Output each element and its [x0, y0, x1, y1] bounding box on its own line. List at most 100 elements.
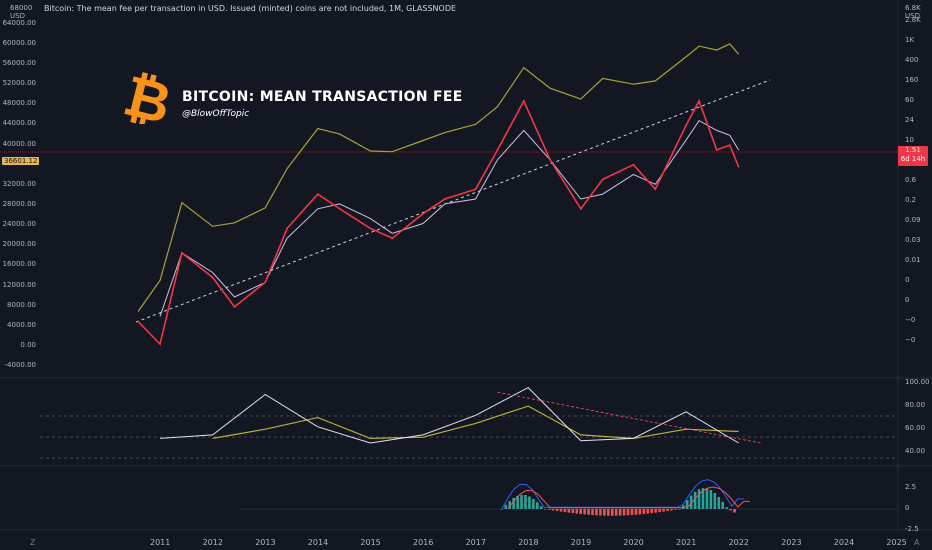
fee-point [474, 188, 477, 191]
fee-point [715, 149, 718, 151]
timezone-button[interactable]: Z [30, 538, 36, 547]
macd-histogram-bar [689, 495, 693, 509]
macd-histogram-bar [709, 489, 713, 509]
right-tick-label: 0.01 [905, 256, 921, 264]
year-label: 2017 [465, 538, 486, 547]
fee-point [286, 227, 289, 230]
macd-histogram-bar [603, 509, 606, 516]
year-label: 2025 [886, 538, 907, 547]
macd-histogram-bar [567, 509, 571, 513]
oscillator-bands [40, 415, 898, 459]
macd-histogram-bar [575, 509, 579, 514]
oscillator-tick-label: 40.00 [905, 447, 926, 456]
left-tick-label: 28000.00 [2, 200, 36, 209]
signal-line [507, 486, 750, 510]
macd-histogram-bar [547, 509, 551, 510]
trendline-segment [135, 79, 771, 323]
fee-point [496, 149, 499, 151]
fee-point [737, 165, 740, 168]
left-price-badge: 36601.12 [2, 157, 40, 165]
fee-moving-average [159, 119, 740, 317]
bitcoin-logo-icon: ₿ [122, 72, 174, 124]
macd-histogram-bar [536, 502, 539, 509]
macd-histogram-bar [634, 509, 638, 515]
right-tick-label: 0.2 [905, 196, 917, 204]
macd-histogram-bar [599, 509, 602, 516]
auto-scale-button[interactable]: A [914, 538, 920, 547]
fee-point [579, 207, 582, 210]
right-tick-label: 0 [905, 276, 910, 284]
macd-histogram-bar [539, 506, 543, 509]
right-tick-label: 60 [905, 96, 914, 104]
fee-point [316, 193, 319, 196]
right-value: 1.51 [905, 146, 921, 154]
fee-trendline [135, 79, 771, 323]
left-tick-label: 24000.00 [2, 220, 36, 229]
overlay-title: BITCOIN: MEAN TRANSACTION FEE [182, 89, 463, 105]
macd-histogram-bar [516, 495, 519, 509]
macd-histogram-bar [666, 509, 669, 511]
fee-point [338, 207, 341, 210]
macd-histogram-bar [610, 509, 614, 516]
fee-point [369, 227, 372, 230]
macd-histogram-bar [733, 509, 736, 513]
oscillator-tick-label: 100.00 [905, 378, 930, 386]
macd-histogram-bar [504, 504, 508, 509]
overlay-handle: @BlowOffTopic [182, 109, 250, 119]
macd-histogram-bar [713, 492, 717, 509]
fee-point [549, 158, 552, 161]
fee-point [391, 237, 394, 240]
macd-histogram-bar [697, 489, 701, 509]
year-label: 2011 [150, 538, 171, 547]
left-tick-label: 32000.00 [2, 179, 36, 188]
right-tick-label: 2.8K [905, 16, 921, 24]
fee-point [444, 198, 446, 200]
left-tick-label: 40000.00 [2, 139, 36, 148]
year-label: 2019 [570, 538, 592, 547]
oscillator-tick-label: 60.00 [905, 424, 926, 433]
fee-point [233, 305, 236, 308]
macd-histogram-bar [658, 509, 661, 513]
macd-histogram-bar [524, 494, 527, 509]
macd-histogram-bar [642, 509, 646, 515]
macd-histogram-bar [662, 509, 665, 512]
macd-histogram-bar [630, 509, 634, 516]
macd-histogram-bar [626, 509, 630, 516]
macd-histogram-bar [579, 509, 582, 515]
left-tick-label: 0.00 [20, 341, 36, 349]
right-value-badge: 1.51 6d 14h [898, 146, 928, 166]
macd-histogram-bar [508, 501, 511, 509]
macd-histogram-bar [622, 509, 626, 516]
macd-histogram-bar [618, 509, 622, 516]
left-tick-label: 8000.00 [7, 300, 36, 309]
macd-histogram-bar [654, 509, 657, 513]
macd-histogram-bar [607, 509, 610, 516]
macd-histogram-bar [563, 509, 567, 513]
year-label: 2022 [728, 538, 749, 547]
macd-histogram-bar [674, 509, 677, 510]
macd-histogram-bar [725, 507, 728, 509]
left-tick-label: 16000.00 [2, 260, 36, 269]
fee-point [728, 144, 731, 147]
left-tick-label: 64000.00 [2, 18, 36, 27]
macd-histogram-bar [638, 509, 642, 515]
fee-point [632, 163, 635, 166]
right-tick-label: 24 [905, 116, 914, 124]
year-label: 2020 [623, 538, 644, 547]
macd-histogram-bar [693, 491, 697, 509]
macd-tick-label: 2.5 [905, 483, 917, 491]
right-tick-label: 400 [905, 56, 919, 64]
right-countdown: 6d 14h [900, 155, 926, 163]
year-label: 2013 [255, 538, 276, 547]
macd-histogram-bar [532, 498, 535, 509]
macd-histogram-bar [512, 497, 515, 509]
left-axis-header: 68000 USD [10, 4, 32, 20]
macd-tick-label: -2.5 [905, 525, 919, 533]
right-tick-label: 1K [905, 36, 915, 44]
left-tick-label: 60000.00 [2, 38, 36, 47]
left-tick-label: 4000.00 [7, 320, 36, 329]
macd-histogram-bar [678, 509, 681, 510]
fee-point [422, 212, 424, 215]
macd-histogram-bar [528, 496, 531, 509]
